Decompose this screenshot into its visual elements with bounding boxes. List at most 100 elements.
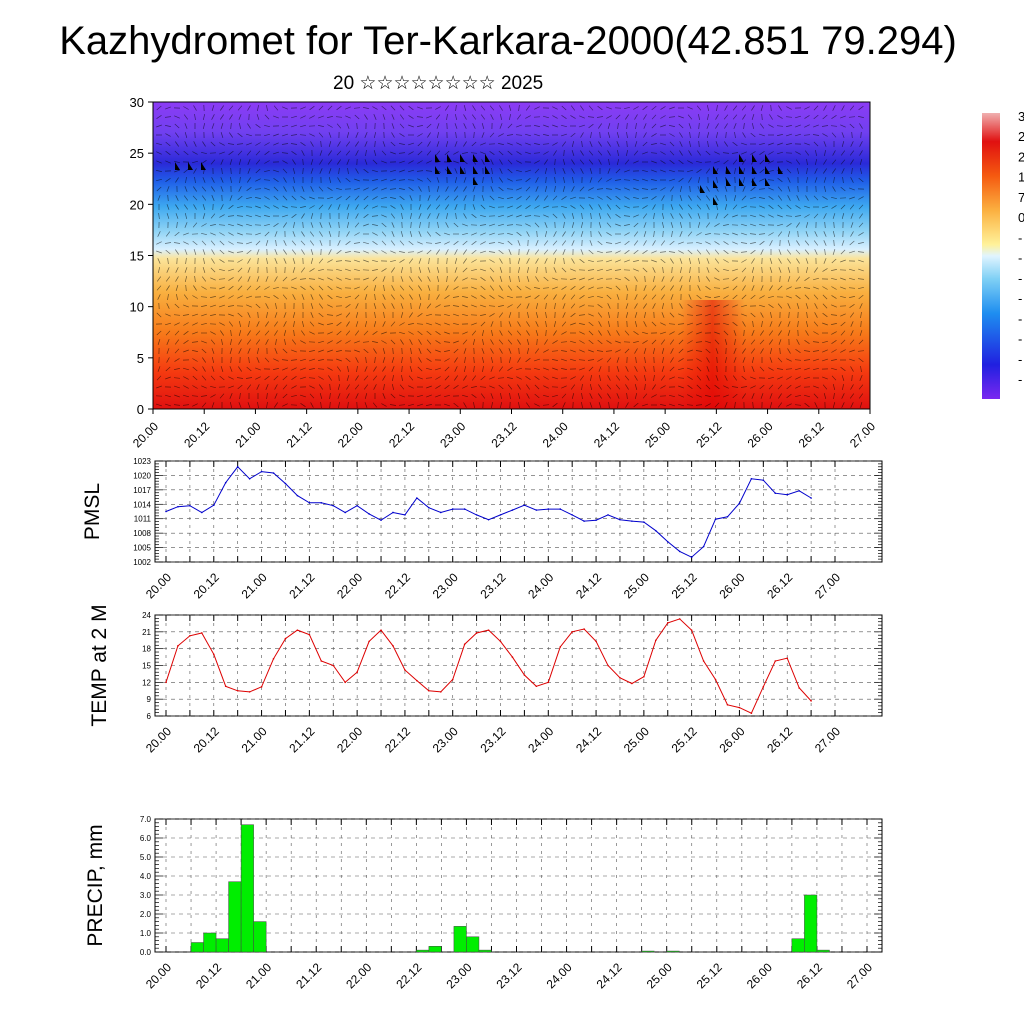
precip-bar — [453, 926, 467, 953]
pmsl-point — [260, 470, 263, 473]
wind-flag-marker — [726, 178, 731, 186]
x-tick-label: 26.12 — [796, 419, 827, 450]
precip-bar — [791, 938, 805, 953]
x-tick-label: 26.00 — [744, 960, 775, 991]
precip-bar — [240, 824, 254, 953]
x-tick-label: 25.12 — [694, 960, 725, 991]
temp-point — [559, 646, 562, 648]
temp-point — [212, 653, 215, 656]
wind-flag-marker — [447, 154, 452, 162]
pmsl-point — [236, 465, 239, 468]
wind-flag-marker — [447, 166, 452, 174]
x-tick-label: 25.12 — [669, 570, 700, 601]
x-tick-label: 26.12 — [794, 960, 825, 991]
pmsl-point — [356, 504, 358, 507]
wind-flag-marker — [752, 166, 757, 174]
pmsl-point — [344, 511, 346, 514]
temp-point — [750, 712, 753, 714]
temp-point — [475, 632, 478, 634]
pmsl-point — [666, 541, 669, 543]
x-tick-label: 21.00 — [239, 570, 270, 601]
precip-bar — [253, 921, 267, 953]
y-tick-label: 25 — [130, 146, 144, 161]
y-tick-label: 4.0 — [140, 872, 152, 881]
pmsl-point — [643, 521, 645, 523]
temp-point — [416, 679, 418, 682]
pmsl-point — [559, 508, 562, 510]
colorbar-label: 2 — [1018, 129, 1024, 144]
temp-point — [272, 657, 275, 660]
temp-point — [774, 660, 777, 662]
x-tick-label: 20.12 — [181, 419, 212, 450]
x-tick-label: 21.12 — [284, 419, 315, 450]
precip-bar — [428, 946, 442, 953]
wind-flag-marker — [713, 180, 718, 188]
y-tick-label: 0.0 — [140, 948, 152, 957]
wind-flag-marker — [765, 154, 770, 162]
colorbar — [982, 113, 1000, 399]
temp-point — [189, 634, 191, 637]
temp-point — [810, 700, 812, 702]
x-tick-label: 21.12 — [286, 570, 317, 601]
x-tick-label: 25.00 — [621, 570, 652, 601]
y-tick-label: 1005 — [133, 544, 151, 553]
wind-flag-marker — [485, 166, 490, 174]
x-tick-label: 23.12 — [477, 724, 508, 755]
pmsl-frame — [154, 460, 883, 563]
temp-point — [619, 677, 621, 679]
x-tick-label: 21.12 — [293, 960, 324, 991]
temp-point — [511, 656, 514, 658]
pmsl-axis-label: PMSL — [81, 483, 104, 540]
colorbar-label: - — [1018, 311, 1022, 326]
y-tick-label: 10 — [130, 300, 144, 315]
y-tick-label: 9 — [147, 695, 152, 704]
y-tick-label: 1008 — [133, 529, 151, 538]
temp-point — [738, 706, 741, 709]
temp-point — [177, 645, 179, 647]
x-tick-label: 22.12 — [382, 724, 413, 755]
x-tick-label: 23.00 — [430, 724, 461, 755]
cross-section-field — [153, 102, 870, 409]
colorbar-label: 0 — [1018, 210, 1024, 225]
temp-point — [595, 640, 597, 643]
temp-point — [201, 632, 203, 634]
temp-point — [332, 664, 335, 667]
temp-point — [643, 675, 645, 678]
wind-flag-marker — [713, 197, 718, 205]
x-tick-label: 20.00 — [130, 419, 161, 450]
pmsl-point — [189, 504, 191, 507]
wind-flag-marker — [175, 162, 180, 170]
x-tick-label: 25.12 — [693, 419, 724, 450]
temp-point — [714, 678, 717, 681]
chart-title: Kazhydromet for Ter-Karkara-2000(42.851 … — [59, 19, 957, 63]
y-tick-label: 2.0 — [140, 910, 152, 919]
x-tick-label: 23.00 — [443, 960, 474, 991]
x-tick-label: 25.00 — [642, 419, 673, 450]
temp-point — [248, 691, 251, 693]
pmsl-point — [774, 492, 777, 495]
x-tick-label: 23.00 — [437, 419, 468, 450]
temp-point — [690, 629, 693, 631]
wind-flag-marker — [473, 166, 478, 174]
x-tick-label: 20.00 — [143, 960, 174, 991]
y-tick-label: 1002 — [133, 558, 151, 567]
x-tick-label: 22.00 — [335, 419, 366, 450]
pmsl-point — [428, 506, 430, 509]
colorbar-label: - — [1018, 230, 1022, 245]
y-tick-label: 0 — [137, 402, 144, 417]
colorbar-label: - — [1018, 251, 1022, 266]
wind-flag-marker — [726, 166, 731, 174]
pmsl-point — [380, 519, 382, 521]
x-tick-label: 22.00 — [334, 724, 365, 755]
x-tick-label: 26.00 — [716, 570, 747, 601]
temp-point — [428, 689, 430, 692]
precip-bar — [666, 950, 680, 953]
x-tick-label: 25.00 — [621, 724, 652, 755]
x-tick-label: 24.00 — [540, 419, 571, 450]
x-tick-label: 22.12 — [386, 419, 417, 450]
x-tick-label: 23.12 — [493, 960, 524, 991]
y-tick-label: 1017 — [133, 486, 151, 495]
y-tick-label: 1020 — [133, 471, 151, 480]
pmsl-point — [547, 508, 550, 510]
